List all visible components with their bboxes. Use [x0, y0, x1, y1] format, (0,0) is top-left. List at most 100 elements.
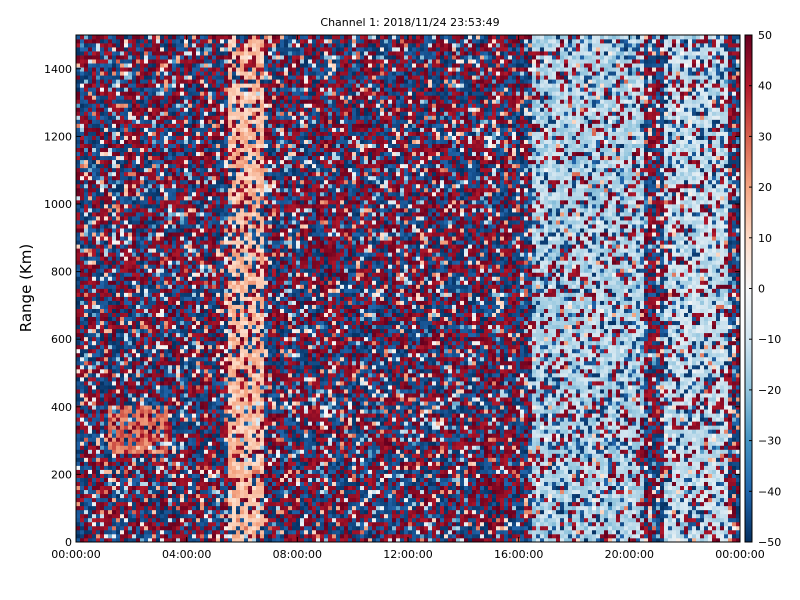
heatmap-cell: [220, 413, 225, 418]
heatmap-cell: [116, 99, 121, 104]
heatmap-cell: [180, 43, 185, 48]
heatmap-cell: [176, 513, 181, 519]
heatmap-cell: [164, 377, 169, 382]
heatmap-cell: [196, 67, 201, 72]
heatmap-cell: [92, 348, 97, 354]
heatmap-cell: [224, 276, 229, 281]
heatmap-cell: [80, 187, 85, 193]
heatmap-cell: [88, 151, 93, 157]
heatmap-cell: [184, 377, 189, 382]
heatmap-cell: [228, 352, 233, 358]
heatmap-cell: [200, 224, 205, 229]
heatmap-cell: [176, 373, 181, 378]
heatmap-cell: [144, 260, 149, 265]
heatmap-cell: [208, 103, 213, 108]
heatmap-cell: [140, 264, 145, 269]
heatmap-cell: [204, 107, 209, 112]
heatmap-cell: [112, 260, 117, 265]
heatmap-cell: [172, 167, 177, 173]
heatmap-cell: [212, 199, 217, 205]
heatmap-cell: [128, 75, 133, 80]
heatmap-cell: [132, 228, 137, 233]
heatmap-cell: [176, 135, 181, 140]
heatmap-cell: [96, 497, 101, 503]
heatmap-cell: [120, 360, 125, 366]
heatmap-cell: [224, 513, 229, 519]
heatmap-cell: [188, 51, 193, 56]
heatmap-cell: [204, 35, 209, 40]
heatmap-cell: [192, 465, 197, 470]
heatmap-cell: [168, 501, 173, 507]
heatmap-cell: [104, 151, 109, 157]
heatmap-cell: [184, 381, 189, 386]
heatmap-cell: [192, 497, 197, 503]
heatmap-cell: [96, 320, 101, 326]
heatmap-cell: [80, 352, 85, 358]
heatmap-cell: [212, 284, 217, 289]
heatmap-cell: [80, 348, 85, 354]
heatmap-cell: [228, 421, 233, 426]
heatmap-cell: [180, 441, 185, 446]
heatmap-cell: [152, 525, 157, 531]
heatmap-cell: [192, 328, 197, 334]
heatmap-cell: [136, 191, 141, 197]
heatmap-cell: [116, 413, 121, 418]
heatmap-cell: [84, 123, 89, 128]
heatmap-cell: [84, 324, 89, 330]
heatmap-cell: [112, 228, 117, 233]
heatmap-cell: [80, 208, 85, 213]
heatmap-cell: [148, 240, 153, 245]
heatmap-cell: [164, 364, 169, 370]
heatmap-cell: [148, 159, 153, 165]
heatmap-cell: [204, 449, 209, 454]
heatmap-cell: [152, 324, 157, 330]
heatmap-cell: [184, 461, 189, 466]
heatmap-cell: [220, 533, 225, 539]
heatmap-cell: [156, 385, 161, 390]
heatmap-cell: [224, 71, 229, 76]
heatmap-cell: [228, 167, 233, 173]
heatmap-cell: [128, 240, 133, 245]
heatmap-cell: [96, 199, 101, 205]
heatmap-cell: [124, 175, 129, 181]
heatmap-cell: [200, 195, 205, 201]
heatmap-cell: [100, 83, 105, 88]
heatmap-cell: [116, 175, 121, 181]
heatmap-cell: [164, 115, 169, 120]
heatmap-cell: [200, 409, 205, 414]
heatmap-cell: [228, 67, 233, 72]
heatmap-cell: [204, 115, 209, 120]
heatmap-cell: [180, 417, 185, 422]
heatmap-cell: [108, 324, 113, 330]
heatmap-cell: [224, 525, 229, 531]
heatmap-cell: [96, 368, 101, 374]
heatmap-cell: [120, 135, 125, 140]
heatmap-cell: [108, 163, 113, 169]
heatmap-cell: [176, 493, 181, 499]
heatmap-cell: [188, 280, 193, 285]
heatmap-cell: [128, 312, 133, 318]
heatmap-cell: [164, 87, 169, 92]
heatmap-cell: [216, 175, 221, 181]
heatmap-cell: [144, 465, 149, 470]
heatmap-cell: [148, 248, 153, 253]
heatmap-cell: [92, 95, 97, 100]
heatmap-cell: [228, 199, 233, 205]
heatmap-cell: [176, 204, 181, 209]
heatmap-cell: [220, 119, 225, 124]
heatmap-cell: [204, 103, 209, 108]
heatmap-cell: [144, 397, 149, 402]
heatmap-cell: [156, 183, 161, 189]
heatmap-cell: [120, 252, 125, 257]
heatmap-cell: [208, 356, 213, 362]
heatmap-cell: [104, 163, 109, 169]
heatmap-cell: [200, 123, 205, 128]
heatmap-cell: [92, 67, 97, 72]
heatmap-cell: [88, 47, 93, 52]
heatmap-cell: [212, 256, 217, 261]
heatmap-cell: [148, 352, 153, 358]
heatmap-cell: [132, 208, 137, 213]
heatmap-cell: [96, 324, 101, 330]
heatmap-cell: [80, 385, 85, 390]
heatmap-cell: [164, 312, 169, 318]
